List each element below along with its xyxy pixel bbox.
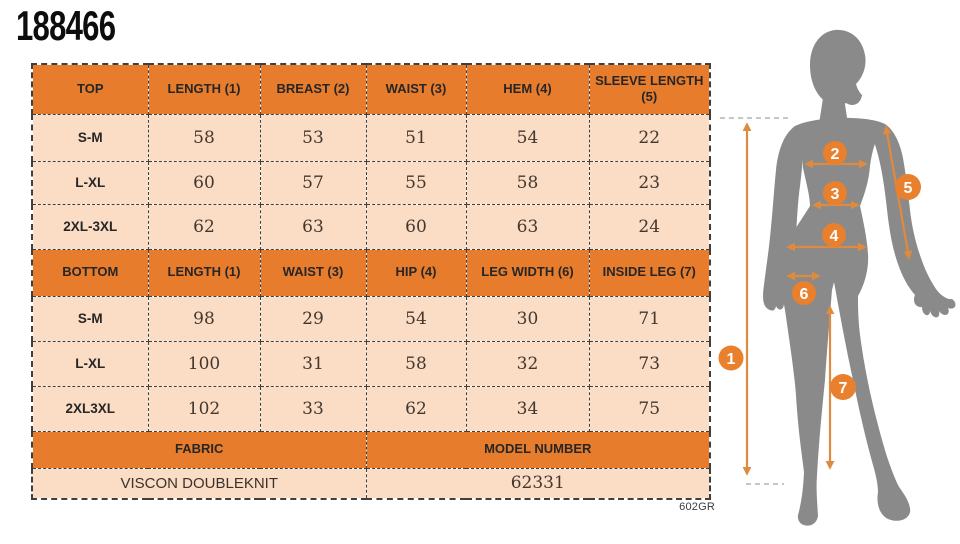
value-cell: 102 [147,385,261,432]
column-header-fabric: FABRIC [31,430,367,469]
marker-3-label: 3 [831,186,840,203]
size-chart-table: TOP LENGTH (1) BREAST (2) WAIST (3) HEM … [31,63,711,500]
value-cell: 51 [365,113,467,162]
product-code-title: 188466 [16,2,116,49]
column-header-length: LENGTH (1) [147,63,261,115]
value-cell: 53 [259,113,367,162]
value-cell: 29 [259,295,367,342]
value-cell: 57 [259,160,367,205]
marker-3-circle [823,181,847,205]
column-header-hem: HEM (4) [465,63,590,115]
info-header-row: FABRIC MODEL NUMBER [31,430,711,469]
column-header-top: TOP [31,63,149,115]
marker-6-label: 6 [800,286,809,303]
silhouette-right-arm [870,123,956,318]
marker-7-circle [830,374,856,400]
marker-4-circle [822,223,846,247]
value-cell: 34 [465,385,590,432]
table-row: L-XL 60 57 55 58 23 [31,160,711,205]
size-cell: 2XL3XL [31,385,149,432]
value-cell: 23 [588,160,711,205]
value-cell: 54 [465,113,590,162]
model-number-value-cell: 62331 [365,467,711,500]
size-cell: S-M [31,113,149,162]
silhouette-neck [819,98,848,124]
column-header-inside-leg: INSIDE LEG (7) [588,248,711,297]
column-header-length: LENGTH (1) [147,248,261,297]
value-cell: 98 [147,295,261,342]
value-cell: 58 [465,160,590,205]
value-cell: 62 [147,203,261,250]
size-cell: 2XL-3XL [31,203,149,250]
marker-5-label: 5 [904,180,913,197]
table-row: S-M 58 53 51 54 22 [31,113,711,162]
value-cell: 100 [147,340,261,387]
bottom-header-row: BOTTOM LENGTH (1) WAIST (3) HIP (4) LEG … [31,248,711,297]
measurement-markers: 1 2 3 4 5 6 7 [718,141,921,400]
value-cell: 63 [465,203,590,250]
table-row: 2XL-3XL 62 63 60 63 24 [31,203,711,250]
value-cell: 60 [365,203,467,250]
column-header-breast: BREAST (2) [259,63,367,115]
value-cell: 33 [259,385,367,432]
value-cell: 54 [365,295,467,342]
marker-1-label: 1 [727,351,736,368]
column-header-sleeve-length: SLEEVE LENGTH (5) [588,63,711,115]
table-row: L-XL 100 31 58 32 73 [31,340,711,387]
value-cell: 75 [588,385,711,432]
marker-2-label: 2 [831,146,840,163]
column-header-waist: WAIST (3) [259,248,367,297]
column-header-leg-width: LEG WIDTH (6) [465,248,590,297]
value-cell: 30 [465,295,590,342]
silhouette-hair [810,29,866,106]
woman-silhouette [763,29,956,526]
measurement-figure: 1 2 3 4 5 6 7 [718,0,960,539]
female-silhouette-diagram: 1 2 3 4 5 6 7 [718,29,956,526]
size-cell: L-XL [31,340,149,387]
column-header-hip: HIP (4) [365,248,467,297]
silhouette-left-arm [763,126,804,311]
silhouette-body [781,117,911,526]
value-cell: 32 [465,340,590,387]
column-header-model-number: MODEL NUMBER [365,430,711,469]
top-header-row: TOP LENGTH (1) BREAST (2) WAIST (3) HEM … [31,63,711,115]
value-cell: 58 [365,340,467,387]
value-cell: 71 [588,295,711,342]
column-header-bottom: BOTTOM [31,248,149,297]
marker-6-circle [792,281,816,305]
value-cell: 24 [588,203,711,250]
size-cell: S-M [31,295,149,342]
value-cell: 58 [147,113,261,162]
marker-7-label: 7 [839,380,848,397]
value-cell: 22 [588,113,711,162]
value-cell: 62 [365,385,467,432]
table-row: 2XL3XL 102 33 62 34 75 [31,385,711,432]
marker-5-circle [895,174,921,200]
revision-code: 602GR [679,501,715,513]
marker-4-label: 4 [830,228,839,245]
value-cell: 73 [588,340,711,387]
marker-1-circle [718,345,744,371]
marker-2-circle [823,141,847,165]
info-value-row: VISCON DOUBLEKNIT 62331 [31,467,711,500]
value-cell: 60 [147,160,261,205]
size-cell: L-XL [31,160,149,205]
value-cell: 31 [259,340,367,387]
fabric-value-cell: VISCON DOUBLEKNIT [31,467,367,500]
column-header-waist: WAIST (3) [365,63,467,115]
value-cell: 63 [259,203,367,250]
table-row: S-M 98 29 54 30 71 [31,295,711,342]
value-cell: 55 [365,160,467,205]
